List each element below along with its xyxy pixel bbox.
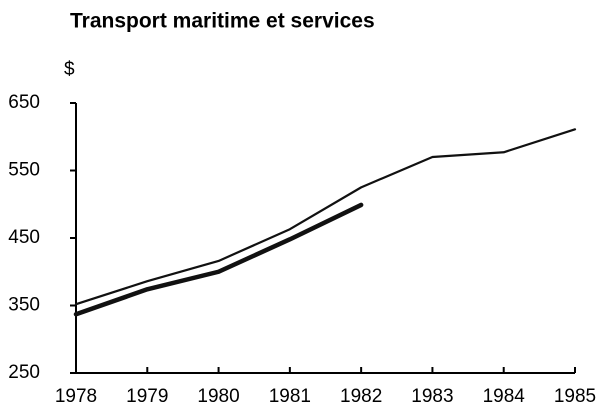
y-axis-label: $ — [64, 59, 75, 80]
x-tick-label: 1982 — [340, 386, 382, 407]
y-tick-label: 450 — [8, 227, 40, 248]
x-tick-label: 1981 — [269, 386, 311, 407]
x-tick-label: 1979 — [126, 386, 168, 407]
y-tick-label: 350 — [8, 295, 40, 316]
x-tick-label: 1983 — [411, 386, 453, 407]
x-tick-label: 1984 — [483, 386, 526, 407]
x-tick-label: 1978 — [55, 386, 97, 407]
chart-title: Transport maritime et services — [70, 10, 375, 33]
series-line — [73, 202, 364, 317]
x-tick-label: 1980 — [197, 386, 239, 407]
y-tick-label: 250 — [8, 362, 40, 383]
x-tick-label: 1985 — [554, 386, 596, 407]
series-line — [74, 128, 577, 306]
y-tick-label: 650 — [8, 92, 40, 113]
y-tick-label: 550 — [8, 160, 40, 181]
